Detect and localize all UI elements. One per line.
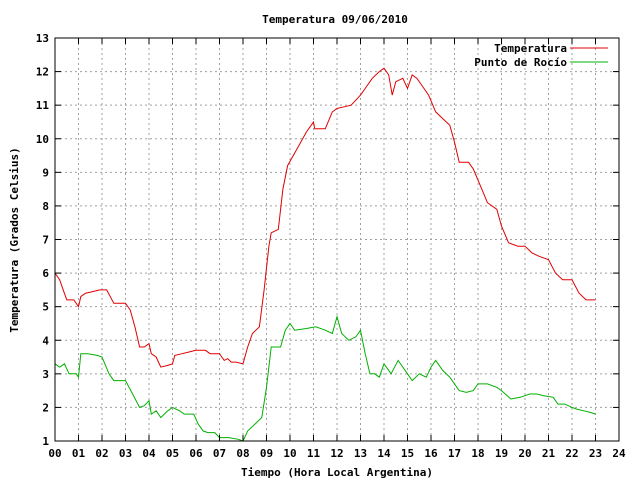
x-tick-label: 13 xyxy=(354,447,367,460)
y-tick-label: 6 xyxy=(42,267,49,280)
x-tick-label: 17 xyxy=(448,447,461,460)
x-tick-label: 21 xyxy=(542,447,556,460)
x-tick-label: 24 xyxy=(612,447,626,460)
x-tick-label: 20 xyxy=(518,447,531,460)
x-axis-ticks: 00 01 02 03 04 05 06 07 08 09 10 11 12 13 14 15 16 17 18 19… xyxy=(48,38,626,460)
x-tick-label: 23 xyxy=(589,447,602,460)
y-tick-label: 4 xyxy=(42,334,49,347)
x-axis-title: Tiempo (Hora Local Argentina) xyxy=(241,466,433,479)
y-axis-title: Temperatura (Grados Celsius) xyxy=(8,147,21,332)
y-tick-label: 7 xyxy=(42,234,49,247)
x-tick-label: 12 xyxy=(330,447,343,460)
y-tick-label: 13 xyxy=(36,32,49,45)
y-tick-label: 12 xyxy=(36,66,49,79)
x-tick-label: 07 xyxy=(213,447,226,460)
legend-label-punto-de-rocio: Punto de Rocío xyxy=(474,56,567,69)
chart-title: Temperatura 09/06/2010 xyxy=(262,13,408,26)
series-lines xyxy=(54,67,596,442)
y-tick-label: 2 xyxy=(42,401,49,414)
x-tick-label: 08 xyxy=(236,447,249,460)
x-tick-label: 10 xyxy=(283,447,296,460)
x-tick-label: 01 xyxy=(72,447,86,460)
x-tick-label: 14 xyxy=(377,447,391,460)
y-tick-label: 8 xyxy=(42,200,49,213)
x-tick-label: 11 xyxy=(307,447,321,460)
y-tick-label: 5 xyxy=(42,301,49,314)
legend-label-temperatura: Temperatura xyxy=(494,42,567,55)
legend: Temperatura Punto de Rocío xyxy=(474,42,608,69)
y-tick-label: 10 xyxy=(36,133,49,146)
x-tick-label: 16 xyxy=(424,447,438,460)
y-tick-label: 11 xyxy=(36,99,50,112)
y-tick-label: 9 xyxy=(42,166,49,179)
y-tick-label: 1 xyxy=(42,435,49,448)
x-tick-label: 18 xyxy=(471,447,484,460)
x-tick-label: 19 xyxy=(495,447,508,460)
y-tick-label: 3 xyxy=(42,368,49,381)
x-tick-label: 09 xyxy=(260,447,273,460)
x-tick-label: 03 xyxy=(119,447,132,460)
x-tick-label: 15 xyxy=(401,447,414,460)
x-tick-label: 02 xyxy=(95,447,108,460)
x-tick-label: 05 xyxy=(166,447,179,460)
x-tick-label: 06 xyxy=(189,447,203,460)
series-line-1 xyxy=(54,314,596,442)
x-tick-label: 04 xyxy=(142,447,156,460)
x-tick-label: 22 xyxy=(565,447,578,460)
grid xyxy=(55,38,619,441)
x-tick-label: 00 xyxy=(48,447,61,460)
series-line-0 xyxy=(54,67,596,368)
